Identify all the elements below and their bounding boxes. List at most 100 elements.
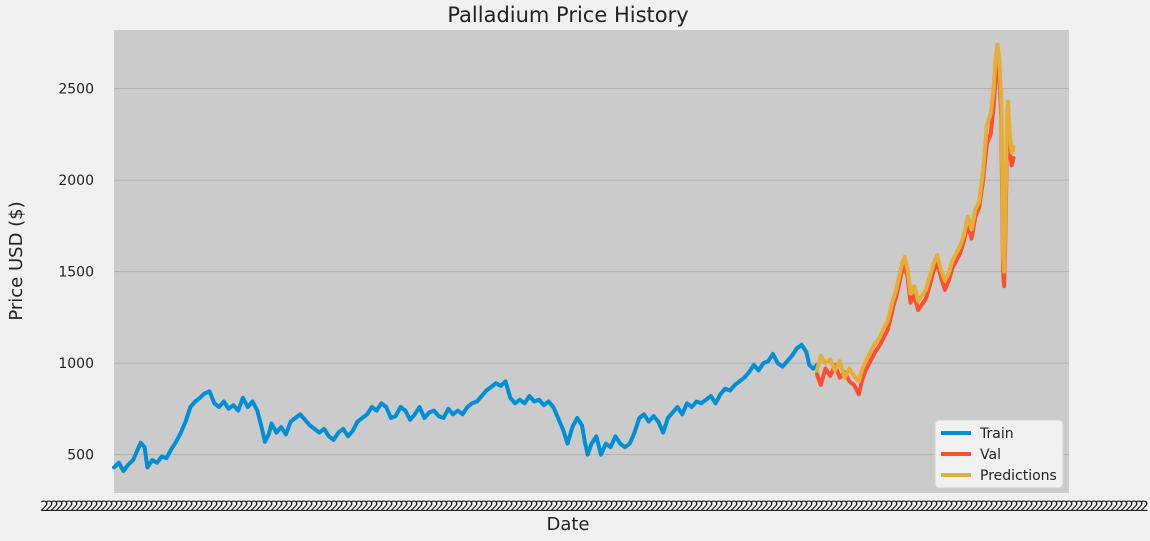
x-tick-label: 2 <box>600 499 609 515</box>
x-tick-label: 2 <box>425 499 434 515</box>
x-tick-label: 2 <box>880 499 889 515</box>
x-tick-label: 2 <box>340 499 349 515</box>
x-tick-label: 2 <box>590 499 599 515</box>
y-tick-label-1000: 1000 <box>58 356 94 372</box>
x-tick-label: 2 <box>635 499 644 515</box>
legend: Train Val Predictions <box>934 419 1064 489</box>
x-tick-label: 2 <box>820 499 829 515</box>
x-tick-label: 2 <box>1135 499 1144 515</box>
x-tick-label: 2 <box>580 499 589 515</box>
x-tick-label: 2 <box>70 499 79 515</box>
x-tick-label: 2 <box>680 499 689 515</box>
x-tick-label: 2 <box>380 499 389 515</box>
x-tick-label: 2 <box>730 499 739 515</box>
x-tick-label: 2 <box>520 499 529 515</box>
x-tick-label: 2 <box>65 499 74 515</box>
x-tick-label: 2 <box>220 499 229 515</box>
x-tick-label: 2 <box>225 499 234 515</box>
x-tick-label: 2 <box>260 499 269 515</box>
x-tick-label: 2 <box>485 499 494 515</box>
x-tick-label: 2 <box>770 499 779 515</box>
x-tick-label: 2 <box>480 499 489 515</box>
x-tick-label: 2 <box>765 499 774 515</box>
x-tick-label: 2 <box>785 499 794 515</box>
x-tick-label: 2 <box>905 499 914 515</box>
x-tick-label: 2 <box>240 499 249 515</box>
x-tick-label: 2 <box>955 499 964 515</box>
x-tick-label: 2 <box>130 499 139 515</box>
x-tick-label: 2 <box>990 499 999 515</box>
x-tick-label: 2 <box>235 499 244 515</box>
x-tick-label: 2 <box>525 499 534 515</box>
x-tick-label: 2 <box>275 499 284 515</box>
x-tick-label: 2 <box>855 499 864 515</box>
x-tick-label: 2 <box>1030 499 1039 515</box>
series-line-predictions <box>814 42 1016 384</box>
x-tick-label: 2 <box>630 499 639 515</box>
x-tick-label: 2 <box>135 499 144 515</box>
x-tick-label: 2 <box>940 499 949 515</box>
x-tick-label: 2 <box>390 499 399 515</box>
x-tick-label: 2 <box>900 499 909 515</box>
x-tick-label: 2 <box>715 499 724 515</box>
x-tick-label: 2 <box>965 499 974 515</box>
x-tick-label: 2 <box>620 499 629 515</box>
y-tick-label-2500: 2500 <box>58 82 94 98</box>
x-tick-label: 2 <box>165 499 174 515</box>
x-tick-label: 2 <box>1080 499 1089 515</box>
x-tick-label: 2 <box>865 499 874 515</box>
x-tick-label: 2 <box>930 499 939 515</box>
x-tick-label: 2 <box>80 499 89 515</box>
x-tick-label: 2 <box>1035 499 1044 515</box>
x-tick-label: 2 <box>700 499 709 515</box>
x-tick-label: 2 <box>760 499 769 515</box>
x-tick-label: 2 <box>610 499 619 515</box>
x-tick-label: 2 <box>615 499 624 515</box>
x-tick-label: 2 <box>795 499 804 515</box>
x-tick-label: 2 <box>500 499 509 515</box>
x-tick-label: 2 <box>230 499 239 515</box>
x-tick-label: 2 <box>1075 499 1084 515</box>
x-tick-label: 2 <box>295 499 304 515</box>
y-axis-label: Price USD ($) <box>6 201 27 320</box>
x-tick-label: 2 <box>670 499 679 515</box>
x-tick-label: 2 <box>110 499 119 515</box>
x-tick-label: 2 <box>725 499 734 515</box>
x-tick-label: 2 <box>875 499 884 515</box>
x-tick-label: 2 <box>95 499 104 515</box>
x-tick-label: 2 <box>660 499 669 515</box>
x-tick-label: 2 <box>400 499 409 515</box>
x-tick-label: 2 <box>440 499 449 515</box>
x-tick-label: 2 <box>625 499 634 515</box>
x-tick-label: 2 <box>800 499 809 515</box>
legend-label-val: Val <box>980 447 1001 463</box>
x-tick-label: 2 <box>175 499 184 515</box>
x-tick-label: 2 <box>140 499 149 515</box>
x-tick-label: 2 <box>60 499 69 515</box>
series-line-train <box>112 342 819 473</box>
x-tick-label: 2 <box>215 499 224 515</box>
x-tick-label: 2 <box>375 499 384 515</box>
x-tick-label: 2 <box>840 499 849 515</box>
y-tick-label-2000: 2000 <box>58 173 94 189</box>
x-tick-label: 2 <box>405 499 414 515</box>
x-tick-label: 2 <box>695 499 704 515</box>
x-tick-label: 2 <box>370 499 379 515</box>
x-tick-label: 2 <box>355 499 364 515</box>
x-tick-label: 2 <box>265 499 274 515</box>
x-tick-label: 2 <box>505 499 514 515</box>
x-tick-label: 2 <box>335 499 344 515</box>
legend-box <box>934 419 1064 489</box>
x-tick-label: 2 <box>420 499 429 515</box>
x-tick-label: 2 <box>360 499 369 515</box>
grid-layer <box>114 88 1069 456</box>
x-tick-label: 2 <box>170 499 179 515</box>
x-tick-label: 2 <box>645 499 654 515</box>
x-tick-label: 2 <box>745 499 754 515</box>
x-tick-label: 2 <box>985 499 994 515</box>
x-tick-label: 2 <box>650 499 659 515</box>
x-tick-label: 2 <box>1100 499 1109 515</box>
x-tick-label: 2 <box>750 499 759 515</box>
x-tick-label: 2 <box>270 499 279 515</box>
